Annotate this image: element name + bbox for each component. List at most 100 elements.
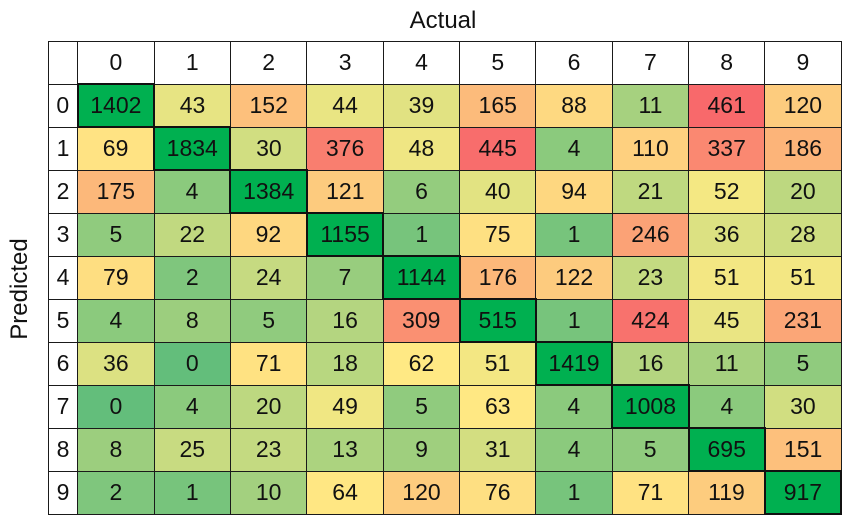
corner-cell [47, 41, 79, 85]
matrix-cell: 69 [77, 126, 155, 171]
matrix-cell: 4 [535, 427, 613, 472]
matrix-cell: 51 [764, 255, 842, 300]
diagonal-cell: 1834 [153, 126, 232, 171]
matrix-cell: 246 [611, 212, 690, 257]
matrix-cell: 119 [688, 470, 766, 515]
matrix-cell: 231 [764, 298, 842, 343]
matrix-row: 2 175 4 1384 121 6 40 94 21 52 20 [47, 169, 842, 214]
matrix-cell: 0 [77, 384, 155, 429]
matrix-cell: 2 [153, 255, 231, 300]
diagonal-cell: 695 [687, 427, 766, 472]
matrix-cell: 22 [153, 212, 231, 257]
matrix-cell: 16 [611, 341, 690, 386]
matrix-cell: 25 [153, 427, 231, 472]
confusion-matrix: 0 1 2 3 4 5 6 7 8 9 0 1402 43 152 44 39 165 88 11 461 120 1 69… [47, 41, 842, 515]
matrix-cell: 30 [764, 384, 842, 429]
matrix-cell: 11 [688, 341, 766, 386]
matrix-row: 6 36 0 71 18 62 51 1419 16 11 5 [47, 341, 842, 386]
matrix-cell: 2 [77, 470, 155, 515]
matrix-cell: 71 [611, 470, 690, 515]
matrix-cell: 48 [382, 126, 461, 171]
matrix-cell: 51 [459, 341, 537, 386]
matrix-cell: 88 [535, 83, 613, 128]
matrix-cell: 92 [229, 212, 308, 257]
matrix-cell: 75 [459, 212, 537, 257]
matrix-cell: 63 [459, 384, 537, 429]
matrix-cell: 1 [535, 470, 613, 515]
matrix-cell: 186 [764, 126, 842, 171]
column-header: 9 [764, 41, 842, 85]
matrix-cell: 7 [306, 255, 384, 300]
matrix-cell: 4 [153, 169, 231, 214]
matrix-cell: 44 [306, 83, 384, 128]
column-header: 7 [611, 41, 690, 85]
matrix-row: 8 8 25 23 13 9 31 4 5 695 151 [47, 427, 842, 472]
matrix-cell: 5 [77, 212, 155, 257]
matrix-cell: 4 [153, 384, 231, 429]
matrix-cell: 424 [611, 298, 690, 343]
matrix-cell: 8 [153, 298, 231, 343]
matrix-cell: 5 [382, 384, 461, 429]
row-header: 3 [47, 212, 79, 257]
diagonal-cell: 515 [458, 298, 537, 343]
x-axis-label: Actual [409, 7, 477, 34]
diagonal-cell: 1144 [382, 255, 461, 300]
matrix-cell: 0 [153, 341, 231, 386]
matrix-cell: 36 [77, 341, 155, 386]
diagonal-cell: 1402 [76, 83, 156, 128]
matrix-cell: 121 [306, 169, 384, 214]
row-header: 7 [47, 384, 79, 429]
matrix-cell: 13 [306, 427, 384, 472]
row-header: 4 [47, 255, 79, 300]
matrix-cell: 40 [459, 169, 537, 214]
matrix-cell: 110 [611, 126, 690, 171]
diagonal-cell: 1419 [534, 341, 614, 386]
matrix-cell: 337 [688, 126, 766, 171]
matrix-cell: 4 [535, 126, 613, 171]
matrix-cell: 16 [306, 298, 384, 343]
matrix-cell: 165 [459, 83, 537, 128]
matrix-cell: 62 [382, 341, 461, 386]
matrix-cell: 39 [382, 83, 461, 128]
matrix-cell: 376 [306, 126, 384, 171]
matrix-cell: 30 [229, 126, 308, 171]
matrix-cell: 445 [459, 126, 537, 171]
matrix-cell: 4 [535, 384, 613, 429]
row-header: 9 [47, 470, 79, 515]
matrix-cell: 122 [535, 255, 613, 300]
matrix-cell: 36 [688, 212, 766, 257]
row-header: 2 [47, 169, 79, 214]
row-header: 5 [47, 298, 79, 343]
row-header: 6 [47, 341, 79, 386]
matrix-cell: 45 [688, 298, 766, 343]
matrix-cell: 1 [535, 212, 613, 257]
y-axis-label: Predicted [6, 238, 33, 340]
diagonal-cell: 1008 [611, 384, 690, 429]
matrix-cell: 151 [764, 427, 842, 472]
matrix-cell: 20 [229, 384, 308, 429]
diagonal-cell: 1155 [305, 212, 385, 257]
row-header: 8 [47, 427, 79, 472]
matrix-row: 7 0 4 20 49 5 63 4 1008 4 30 [47, 384, 842, 429]
matrix-cell: 51 [688, 255, 766, 300]
matrix-cell: 1 [153, 470, 231, 515]
matrix-row: 3 5 22 92 1155 1 75 1 246 36 28 [47, 212, 842, 257]
matrix-cell: 175 [77, 169, 155, 214]
matrix-cell: 71 [229, 341, 308, 386]
matrix-row: 9 2 1 10 64 120 76 1 71 119 917 [47, 470, 842, 515]
column-header: 8 [688, 41, 766, 85]
row-header: 0 [47, 83, 79, 128]
matrix-cell: 461 [688, 83, 766, 128]
matrix-cell: 76 [459, 470, 537, 515]
matrix-cell: 5 [611, 427, 690, 472]
matrix-cell: 9 [382, 427, 461, 472]
matrix-cell: 120 [764, 83, 842, 128]
diagonal-cell: 1384 [229, 169, 308, 214]
matrix-cell: 28 [764, 212, 842, 257]
matrix-cell: 309 [382, 298, 461, 343]
matrix-row: 5 4 8 5 16 309 515 1 424 45 231 [47, 298, 842, 343]
matrix-cell: 31 [459, 427, 537, 472]
matrix-cell: 1 [382, 212, 461, 257]
column-header: 4 [382, 41, 461, 85]
